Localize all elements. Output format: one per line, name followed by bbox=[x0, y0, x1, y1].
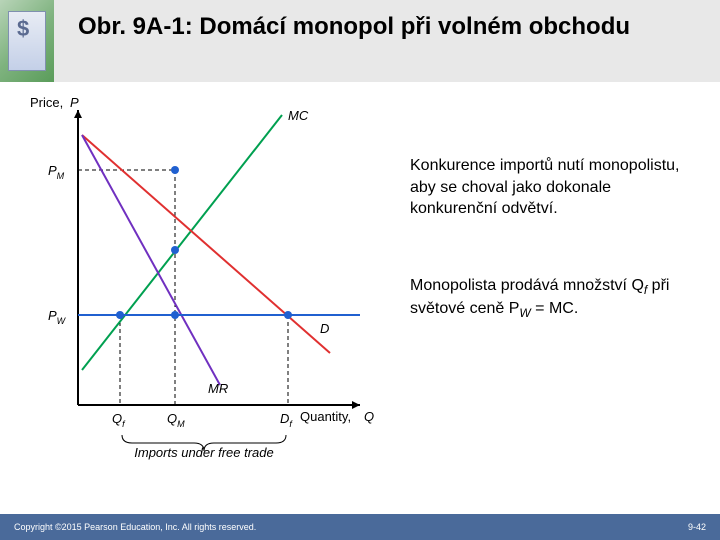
svg-text:Price,: Price, bbox=[30, 95, 63, 110]
svg-text:Quantity,: Quantity, bbox=[300, 409, 351, 424]
svg-text:MC: MC bbox=[288, 108, 309, 123]
p2-after: = MC. bbox=[531, 300, 579, 317]
dollar-icon bbox=[8, 11, 46, 71]
svg-text:Df: Df bbox=[280, 411, 293, 429]
header: Obr. 9A-1: Domácí monopol při volném obc… bbox=[0, 0, 720, 82]
svg-text:MR: MR bbox=[208, 381, 228, 396]
chart-svg: Price, P Quantity, Q MC D MR PM PW Qf QM Df Import… bbox=[20, 95, 400, 475]
slide-title: Obr. 9A-1: Domácí monopol při volném obc… bbox=[78, 12, 630, 42]
svg-text:PW: PW bbox=[48, 308, 67, 326]
page-number: 9-42 bbox=[688, 522, 706, 532]
svg-text:QM: QM bbox=[167, 411, 185, 429]
svg-text:P: P bbox=[70, 95, 79, 110]
paragraph-2: Monopolista prodává množství Qf při svět… bbox=[410, 275, 690, 322]
copyright: Copyright ©2015 Pearson Education, Inc. … bbox=[14, 522, 256, 532]
paragraph-1: Konkurence importů nutí monopolistu, aby… bbox=[410, 155, 690, 220]
textbook-logo bbox=[0, 0, 54, 82]
economics-chart: Price, P Quantity, Q MC D MR PM PW Qf QM Df Import… bbox=[20, 95, 400, 475]
svg-text:PM: PM bbox=[48, 163, 65, 181]
p2-sub2: W bbox=[519, 307, 530, 321]
footer: Copyright ©2015 Pearson Education, Inc. … bbox=[0, 514, 720, 540]
svg-text:Imports under free trade: Imports under free trade bbox=[134, 445, 273, 460]
svg-text:Q: Q bbox=[364, 409, 374, 424]
svg-text:Qf: Qf bbox=[112, 411, 126, 429]
svg-text:D: D bbox=[320, 321, 329, 336]
p2-before: Monopolista prodává množství Q bbox=[410, 277, 644, 294]
